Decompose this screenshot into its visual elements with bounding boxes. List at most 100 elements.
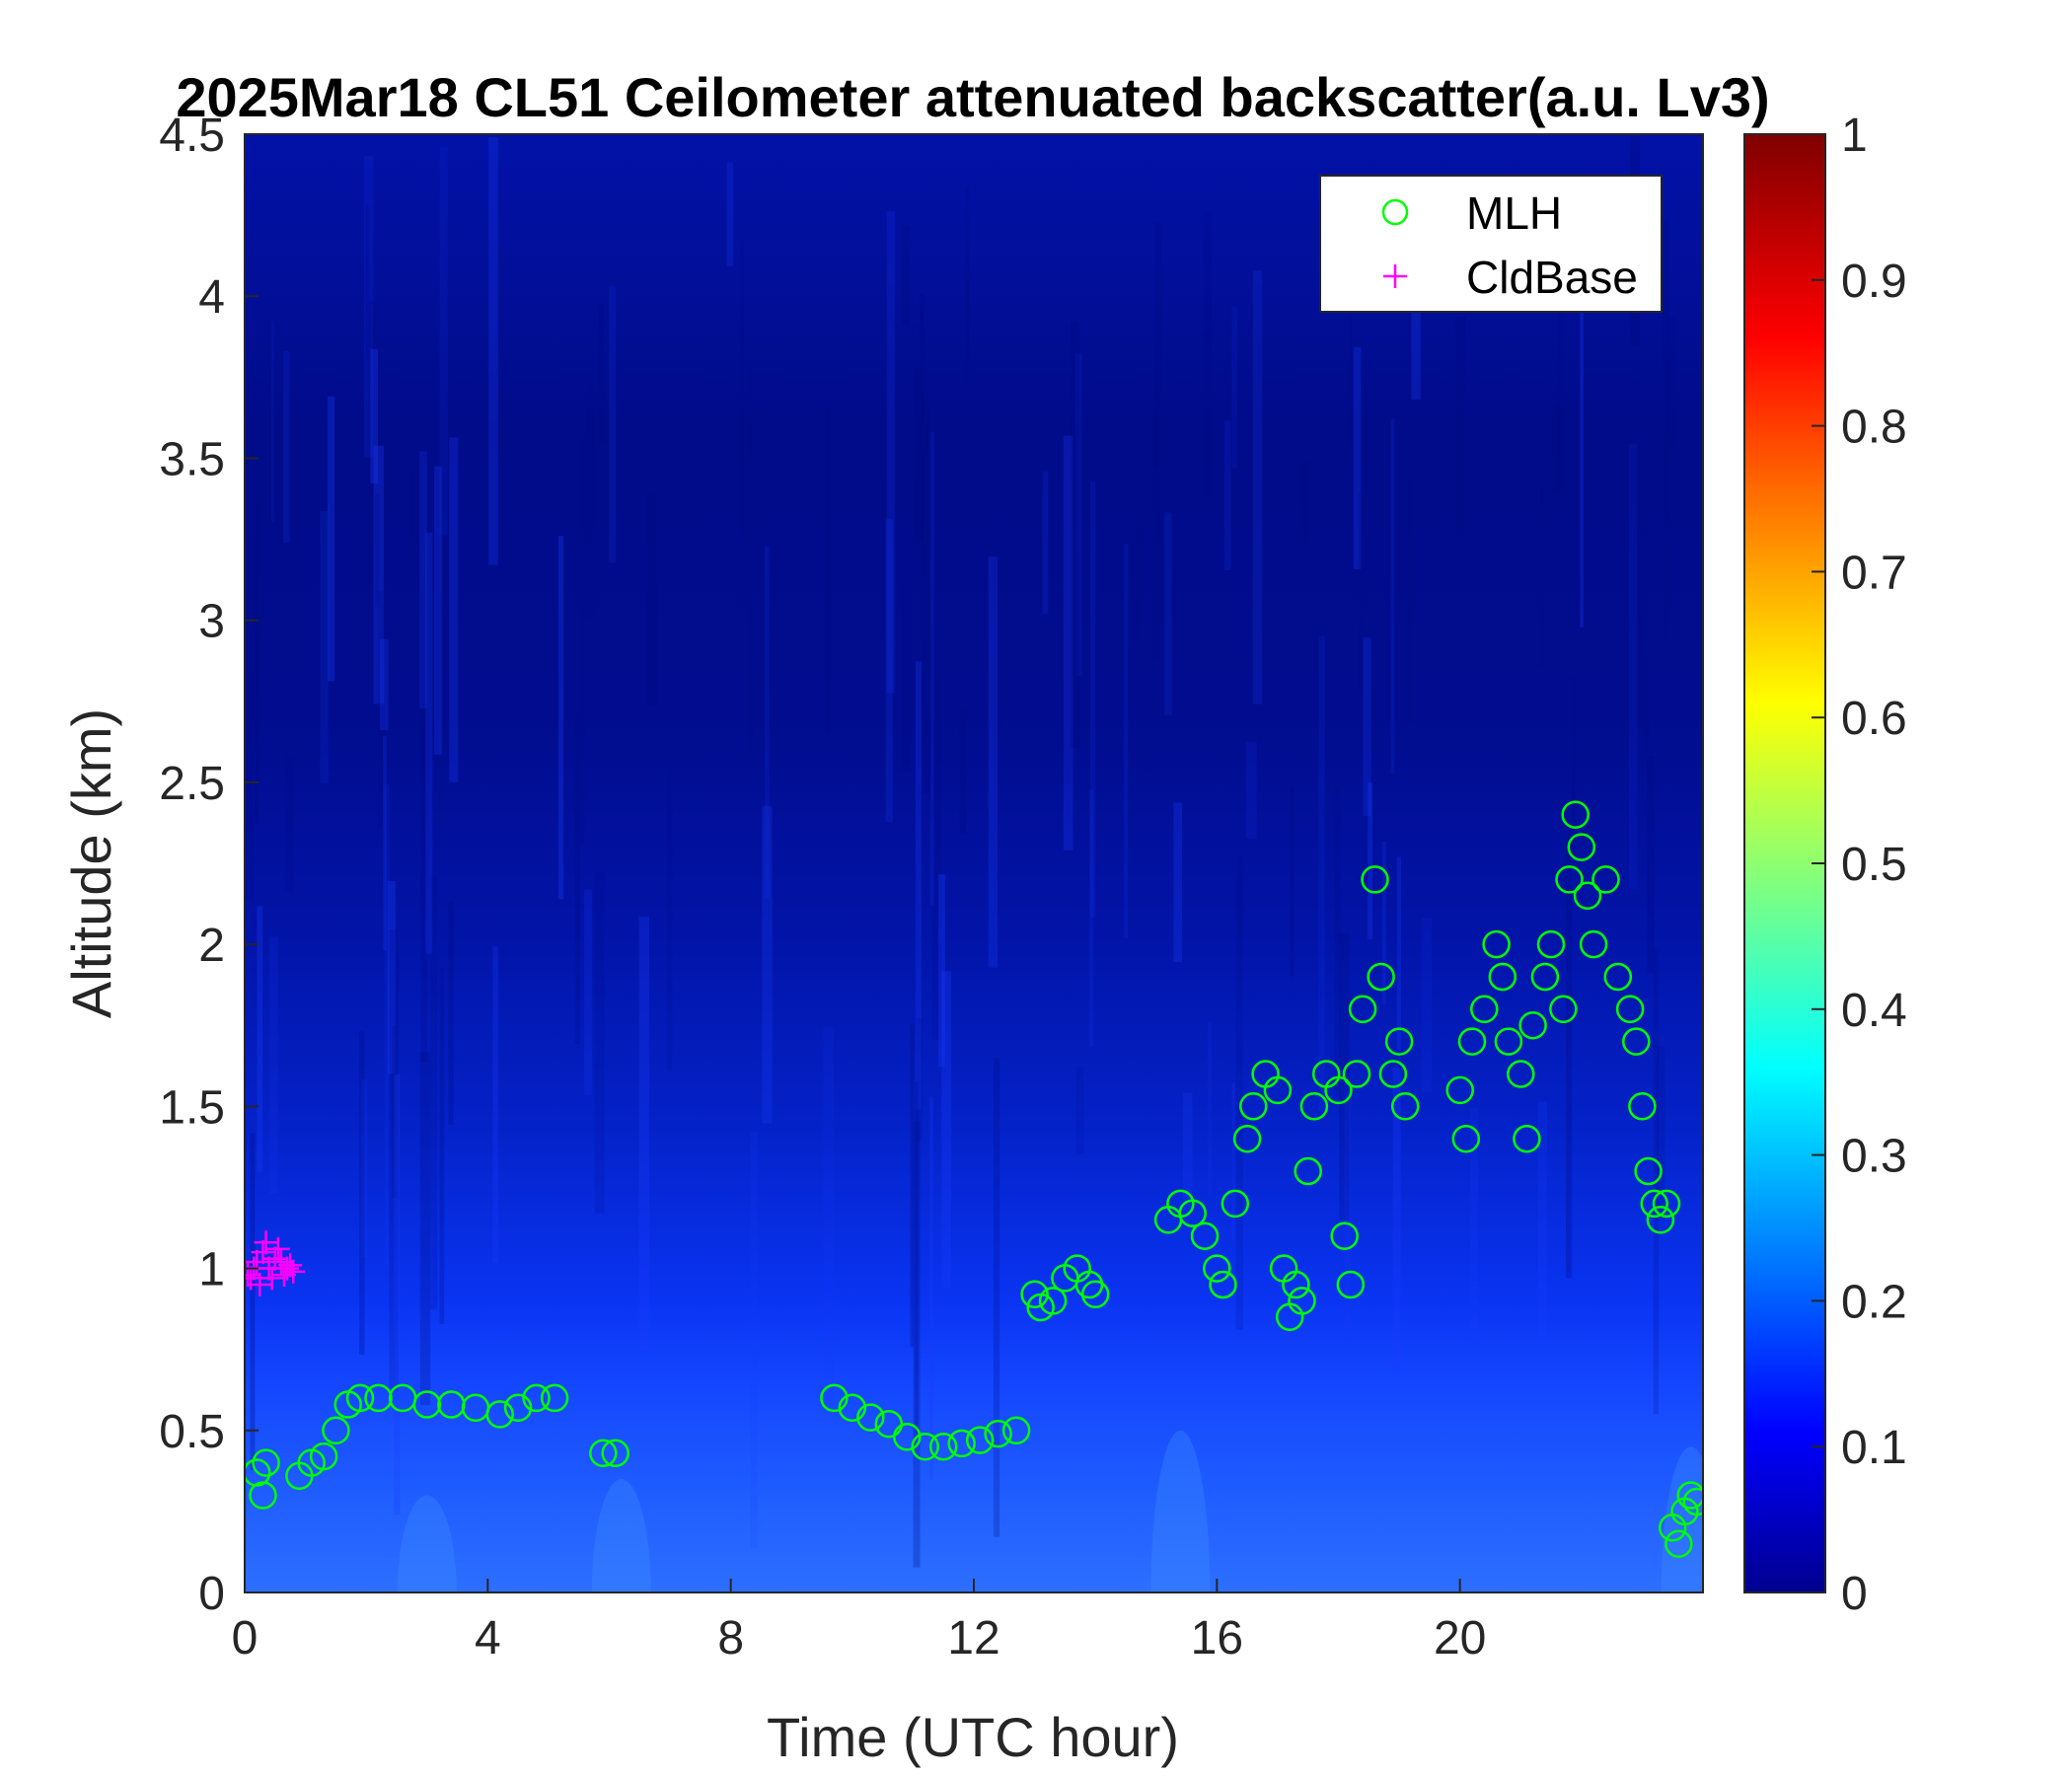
backscatter-streak [1318,636,1325,1111]
backscatter-streak [558,536,564,900]
backscatter-streak [1396,856,1401,1051]
mlh-point [364,1383,393,1413]
y-tick-label: 2 [198,920,225,972]
mlh-point [1622,1027,1651,1056]
mlh-point [1652,1189,1681,1219]
mlh-point [1263,1075,1293,1105]
mlh-point [1530,962,1560,992]
backscatter-streak [327,396,335,682]
backscatter-streak [439,147,448,536]
colorbar-tick-label: 0.6 [1841,693,1907,745]
mlh-point [1676,1481,1703,1510]
mlh-point [1445,1075,1474,1105]
backscatter-streak [1208,1021,1213,1197]
mlh-point [485,1400,514,1429]
y-tick-label: 0 [198,1568,225,1620]
cldbase-point [265,1236,290,1261]
cldbase-point [259,1266,284,1291]
cldbase-point [278,1253,303,1278]
backscatter-streak [598,304,604,445]
mlh-point [1203,1254,1231,1283]
backscatter-streak [1231,1082,1235,1239]
backscatter-streak [1629,444,1638,889]
colorbar-tick-label: 0.9 [1841,256,1907,308]
backscatter-streak [750,1132,758,1549]
y-tick-label: 0.5 [159,1406,225,1458]
cldbase-point [281,1259,306,1284]
mlh-point [1080,1280,1110,1309]
backscatter-streak [383,735,387,951]
mlh-point [1288,1287,1316,1315]
y-tick-label: 1.5 [159,1081,225,1134]
legend-box [1319,175,1663,313]
backscatter-streak [913,1121,921,1568]
backscatter-streak [638,917,649,1352]
mlh-point [1518,1010,1547,1040]
backscatter-streak [1411,270,1421,400]
cldbase-point [248,1272,272,1296]
backscatter-streak [1566,839,1573,1279]
backscatter-texture [245,135,1703,1592]
y-tick-label: 4 [198,271,225,324]
backscatter-streak [1571,676,1576,858]
backscatter-heatmap [245,134,1703,1592]
mlh-point [1573,881,1602,911]
mlh-point [412,1390,442,1419]
backscatter-streak [1203,212,1213,498]
mlh-point [1640,1189,1668,1219]
backscatter-streak [580,436,585,844]
backscatter-streak [1183,1092,1193,1210]
backscatter-streak [1644,659,1649,753]
backscatter-streak [586,385,595,620]
colorbar-tick-label: 0.2 [1841,1276,1907,1328]
mlh-point [1561,800,1590,829]
mlh-point [1536,929,1566,959]
backscatter-streak [1539,485,1544,668]
backscatter-streak [965,186,969,383]
backscatter-streak [283,350,290,544]
mlh-point [1342,1060,1371,1088]
backscatter-streak [1238,855,1243,941]
backscatter-streak [825,410,831,735]
backscatter-streak [257,906,263,1173]
backscatter-streak [901,226,910,326]
backscatter-streak [384,783,390,1269]
colorbar-tick-label: 0.4 [1841,985,1907,1037]
mlh-point [856,1403,885,1432]
backscatter-streak [1154,222,1162,469]
mlh-point [1299,1092,1329,1121]
mlh-point [1190,1221,1220,1250]
mlh-point [820,1383,849,1413]
y-tick-label: 1 [198,1244,225,1296]
backscatter-streak [250,1133,256,1470]
backscatter-streak [255,501,259,824]
legend: MLH CldBase [1319,175,1663,313]
backscatter-streak [1647,756,1655,974]
mlh-point [838,1393,867,1423]
backscatter-streak [1363,637,1371,817]
mlh-point [1336,1270,1366,1299]
mlh-point [245,1458,271,1487]
backscatter-streak [270,321,274,522]
backscatter-streak [425,532,433,954]
backscatter-streak [885,519,893,823]
backscatter-streak [492,946,499,1264]
backscatter-streak [916,661,922,1110]
mlh-point [1324,1075,1353,1105]
mlh-point [1591,865,1620,894]
backscatter-streak [1407,482,1413,722]
backscatter-streak [370,348,378,484]
mlh-point [540,1383,569,1413]
backscatter-streak [1551,404,1561,493]
mlh-point [589,1439,618,1468]
backscatter-streak [1344,1077,1351,1344]
y-tick-label: 2.5 [159,758,225,810]
backscatter-streak [1231,306,1237,469]
cldbase-point [262,1246,287,1271]
y-tick-label: 3 [198,596,225,648]
series-layer [245,800,1703,1558]
mlh-point [1682,1487,1703,1517]
backscatter-streak [1637,466,1645,727]
backscatter-streak [1124,544,1129,938]
cldbase-point [254,1230,278,1255]
